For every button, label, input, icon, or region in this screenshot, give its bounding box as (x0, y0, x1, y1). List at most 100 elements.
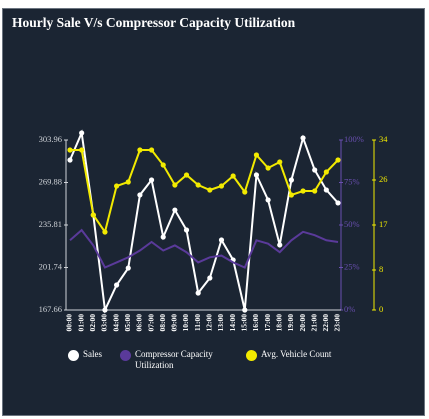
data-point (335, 200, 341, 206)
chart-title: Hourly Sale V/s Compressor Capacity Util… (12, 15, 296, 30)
x-tick-label: 02:00 (88, 314, 97, 332)
x-tick-label: 12:00 (205, 314, 214, 332)
y-tick-label: 235.81 (39, 219, 62, 229)
x-tick-label: 06:00 (135, 314, 144, 332)
data-point (207, 187, 213, 193)
data-point (160, 162, 166, 168)
x-tick-label: 14:00 (228, 314, 237, 332)
y-tick-label: 25% (344, 261, 360, 271)
y-tick-label: 100% (344, 134, 364, 144)
data-point (218, 237, 225, 243)
legend-item: Compressor Capacity Utilization (120, 349, 253, 371)
x-tick-label: 04:00 (111, 314, 120, 332)
data-point (137, 147, 143, 153)
legend-swatch (246, 350, 257, 361)
data-point (195, 182, 201, 188)
data-point (323, 187, 329, 193)
data-point (230, 173, 236, 179)
data-point (125, 179, 131, 185)
data-point (288, 177, 294, 183)
data-point (183, 172, 190, 178)
x-tick-label: 10:00 (181, 314, 190, 332)
series-line (69, 228, 339, 269)
legend-label: Sales (83, 349, 102, 359)
data-point (183, 227, 190, 233)
x-tick-label: 21:00 (309, 314, 318, 332)
y-tick-label: 17 (379, 219, 388, 229)
x-tick-label: 01:00 (76, 314, 85, 332)
data-point (265, 197, 271, 203)
y-tick-label: 167.66 (39, 304, 62, 314)
y-tick-label: 0 (379, 304, 383, 314)
data-point (79, 130, 85, 136)
data-point (114, 183, 120, 189)
data-point (218, 183, 225, 189)
data-point (242, 189, 248, 195)
legend-swatch (68, 350, 79, 361)
x-tick-label: 16:00 (251, 314, 260, 332)
y-tick-label: 8 (379, 264, 383, 274)
x-tick-label: 03:00 (100, 314, 109, 332)
x-tick-label: 23:00 (333, 314, 342, 332)
legend-label: Compressor Capacity Utilization (135, 349, 213, 370)
legend-item: Avg. Vehicle Count (246, 349, 351, 361)
y-tick-label: 0% (344, 304, 355, 314)
y-tick-label: 34 (379, 134, 388, 144)
data-point (253, 152, 260, 158)
data-point (102, 307, 108, 313)
data-point (312, 188, 318, 194)
y-tick-label: 26 (379, 174, 388, 184)
x-tick-label: 11:00 (193, 314, 202, 331)
data-point (300, 135, 306, 141)
series-line (69, 129, 339, 314)
data-point (195, 290, 201, 296)
data-point (148, 147, 155, 153)
data-point (114, 282, 120, 288)
x-tick-label: 05:00 (123, 314, 132, 332)
x-tick-label: 07:00 (146, 314, 155, 332)
legend-label: Avg. Vehicle Count (261, 349, 332, 359)
x-tick-label: 22:00 (321, 314, 330, 332)
data-point (288, 192, 294, 198)
data-point (172, 207, 178, 213)
data-point (67, 157, 73, 163)
data-point (323, 169, 329, 175)
y-tick-label: 50% (344, 219, 360, 229)
x-tick-label: 08:00 (158, 314, 167, 332)
data-point (172, 182, 178, 188)
x-tick-label: 17:00 (263, 314, 272, 332)
x-tick-label: 00:00 (65, 314, 74, 332)
y-tick-label: 201.74 (39, 261, 63, 271)
y-tick-label: 303.96 (39, 134, 62, 144)
y-tick-label: 75% (344, 176, 360, 186)
x-tick-label: 19:00 (286, 314, 295, 332)
y-tick-label: 269.88 (39, 176, 62, 186)
data-point (160, 234, 166, 240)
data-point (265, 165, 271, 171)
x-tick-label: 15:00 (240, 314, 249, 332)
data-point (148, 177, 155, 183)
data-point (300, 188, 306, 194)
data-point (242, 307, 248, 313)
x-tick-label: 09:00 (170, 314, 179, 332)
legend-item: Sales (68, 349, 123, 361)
x-tick-label: 13:00 (216, 314, 225, 332)
data-point (125, 265, 131, 271)
x-tick-label: 20:00 (298, 314, 307, 332)
data-point (253, 172, 260, 178)
legend-swatch (120, 350, 131, 361)
data-point (90, 212, 96, 218)
x-tick-label: 18:00 (274, 314, 283, 332)
data-point (335, 157, 341, 163)
chart-card (2, 8, 425, 416)
data-point (137, 192, 143, 198)
data-point (79, 147, 85, 153)
data-point (312, 167, 318, 173)
data-point (277, 242, 283, 248)
data-point (67, 147, 73, 153)
data-point (277, 159, 283, 165)
data-point (102, 229, 108, 235)
series-line (70, 149, 339, 235)
